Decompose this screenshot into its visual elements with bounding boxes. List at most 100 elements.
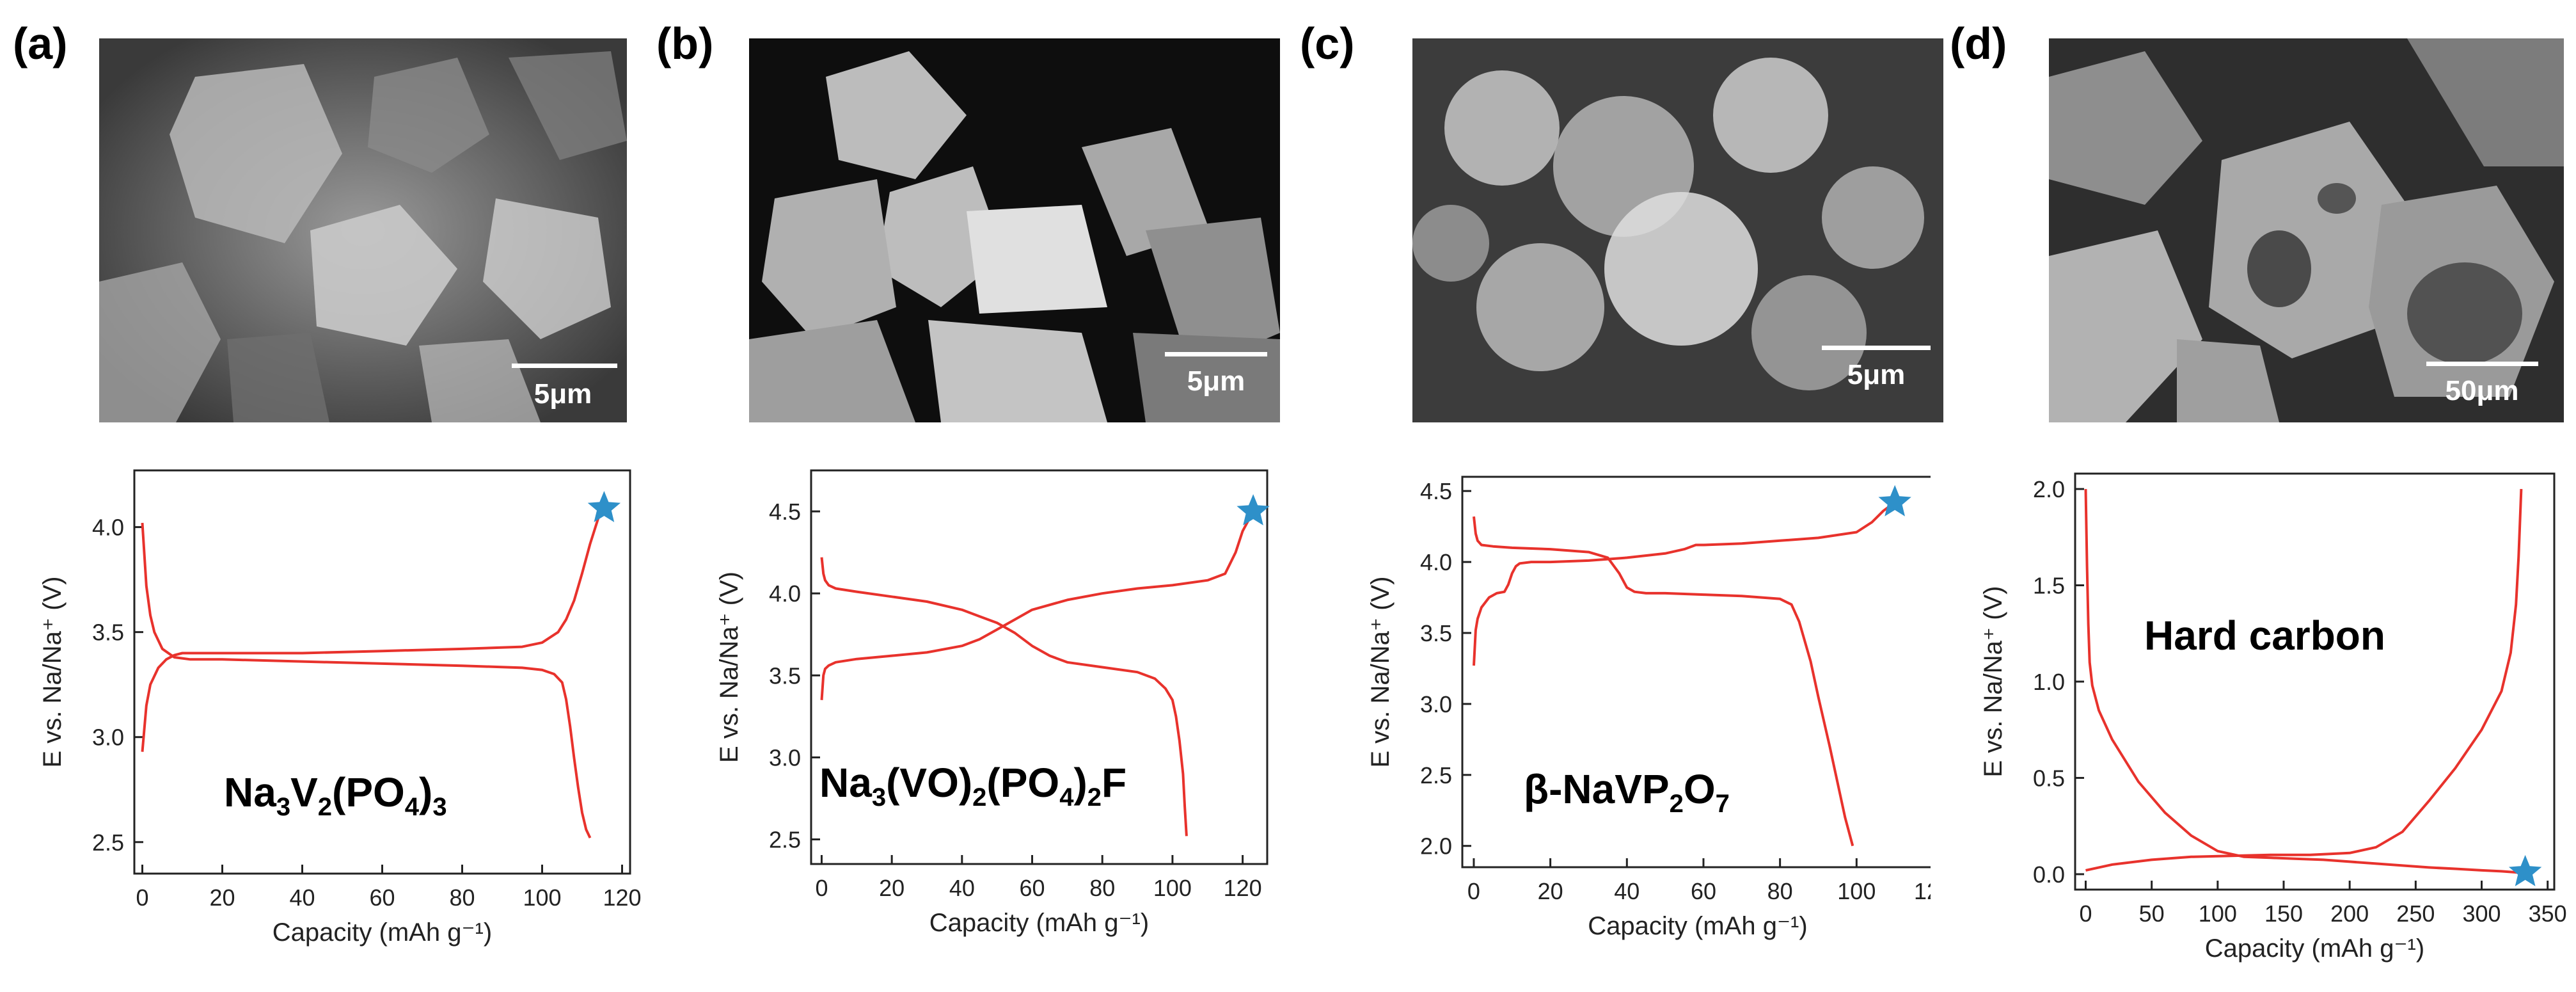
x-tick-label: 0 (136, 884, 148, 911)
x-tick-label: 20 (879, 875, 905, 901)
sem-image-a: 5μm (99, 38, 627, 422)
panel-a: (a) 5μm 0 20 40 60 80 100 120 2.5 3.0 3.5 4.0 Capac… (0, 0, 644, 992)
x-tick-label: 300 (2462, 900, 2501, 927)
y-tick-label: 1.5 (2033, 573, 2065, 599)
x-tick-label: 80 (1767, 878, 1793, 904)
x-tick-label: 200 (2330, 900, 2369, 927)
y-axis-label: E vs. Na/Na⁺ (V) (1979, 586, 2007, 778)
plot-frame (2074, 472, 2556, 891)
scale-bar-label: 5μm (1847, 359, 1906, 390)
sem-image-d: 50μm (2049, 38, 2564, 422)
scale-bar-label: 5μm (1187, 365, 1245, 397)
scale-bar (1822, 346, 1931, 350)
scale-bar-label: 5μm (534, 378, 592, 410)
series-line-1 (2084, 489, 2523, 875)
star-marker (1878, 484, 1911, 516)
y-axis-label: E vs. Na/Na⁺ (V) (715, 572, 743, 763)
y-tick-label: 2.5 (92, 829, 124, 856)
plot-frame (810, 469, 1268, 865)
x-tick-label: 60 (1691, 878, 1716, 904)
y-tick-label: 0.5 (2033, 765, 2065, 791)
x-tick-label: 100 (523, 884, 561, 911)
chart-c: 0 20 40 60 80 100 120 2.0 2.5 3.0 3.5 4.0 4.5 Capacit… (1366, 476, 1931, 940)
x-axis-label: Capacity (mAh g⁻¹) (2205, 934, 2424, 963)
y-tick-label: 3.5 (769, 662, 801, 689)
x-tick-label: 50 (2139, 900, 2165, 927)
scale-bar (2426, 362, 2538, 366)
x-tick-label: 120 (1224, 875, 1262, 901)
y-tick-label: 3.5 (92, 620, 124, 646)
star-marker (587, 491, 621, 522)
y-tick-label: 1.0 (2033, 669, 2065, 695)
y-tick-label: 0.0 (2033, 861, 2065, 888)
y-tick-label: 4.0 (1420, 549, 1452, 575)
x-tick-label: 0 (2079, 900, 2092, 927)
y-tick-label: 4.0 (92, 515, 124, 541)
x-tick-label: 120 (603, 884, 641, 911)
compound-annotation: Na3V2(PO4)3 (224, 769, 447, 821)
series-line-2 (1473, 516, 1854, 847)
compound-annotation: Na3(VO)2(PO4)2F (819, 760, 1126, 812)
y-tick-label: 2.0 (2033, 476, 2065, 502)
x-tick-label: 80 (449, 884, 475, 911)
x-tick-label: 40 (289, 884, 315, 911)
x-axis-label: Capacity (mAh g⁻¹) (273, 918, 492, 947)
series-line-2 (820, 557, 1188, 836)
series-line-1 (1473, 501, 1896, 666)
panel-c: (c) 5μm 0 20 40 60 80 100 120 2.0 2.5 3.0 3.5 4.0 4.… (1287, 0, 1943, 992)
panel-label: (c) (1300, 19, 1355, 68)
y-axis-label: E vs. Na/Na⁺ (V) (1366, 577, 1395, 768)
chart-b: 0 20 40 60 80 100 120 2.5 3.0 3.5 4.0 4.5 Capacity (… (715, 469, 1270, 937)
x-tick-label: 80 (1089, 875, 1115, 901)
chart-d: 0 50 100 150 200 250 300 350 0.0 0.5 1.0 1.5 2.0 Capa… (1979, 472, 2567, 963)
y-tick-label: 2.0 (1420, 833, 1452, 860)
x-tick-label: 0 (1467, 878, 1480, 904)
y-tick-label: 4.5 (1420, 478, 1452, 504)
panel-b: (b) 5μm 0 20 40 60 80 100 120 2.5 3.0 3.5 4.0 4.5 Ca… (644, 0, 1287, 992)
sem-image-c: 5μm (1412, 38, 1943, 422)
x-tick-label: 60 (369, 884, 395, 911)
scale-bar (512, 364, 617, 368)
panel-label: (a) (13, 19, 68, 68)
series-line-1 (141, 508, 606, 752)
x-tick-label: 40 (1614, 878, 1640, 904)
plot-frame (1461, 476, 1931, 868)
series-line-2 (2085, 489, 2523, 872)
scale-bar (1165, 352, 1267, 356)
x-axis-label: Capacity (mAh g⁻¹) (929, 909, 1149, 937)
compound-annotation: Hard carbon (2144, 612, 2385, 659)
y-tick-label: 3.0 (92, 724, 124, 751)
x-tick-label: 100 (1153, 875, 1192, 901)
star-marker (1237, 494, 1270, 525)
x-tick-label: 120 (1914, 878, 1931, 904)
panel-d: (d) 50μm 0 50 100 150 200 250 300 350 0.0 0.5 1.0 1… (1931, 0, 2574, 992)
y-axis-label: E vs. Na/Na⁺ (V) (38, 577, 67, 768)
panel-label: (d) (1950, 19, 2007, 68)
y-tick-label: 3.0 (1420, 691, 1452, 717)
x-tick-label: 40 (949, 875, 975, 901)
y-tick-label: 3.0 (769, 744, 801, 771)
panel-label: (b) (656, 19, 714, 68)
y-tick-label: 4.5 (769, 499, 801, 525)
x-tick-label: 250 (2396, 900, 2435, 927)
x-tick-label: 20 (1538, 878, 1563, 904)
y-tick-label: 3.5 (1420, 620, 1452, 646)
chart-a: 0 20 40 60 80 100 120 2.5 3.0 3.5 4.0 Capacity (mAh… (38, 469, 642, 947)
star-marker (2508, 854, 2542, 886)
x-tick-label: 20 (209, 884, 235, 911)
x-tick-label: 60 (1020, 875, 1045, 901)
x-tick-label: 100 (2199, 900, 2237, 927)
series-line-1 (820, 511, 1254, 700)
x-tick-label: 350 (2529, 900, 2567, 927)
scale-bar-label: 50μm (2446, 375, 2519, 406)
x-tick-label: 100 (1837, 878, 1876, 904)
series-line-2 (141, 522, 592, 839)
x-tick-label: 0 (815, 875, 828, 901)
compound-annotation: β-NaVP2O7 (1524, 766, 1730, 818)
sem-image-b: 5μm (749, 38, 1280, 422)
y-tick-label: 4.0 (769, 580, 801, 607)
x-axis-label: Capacity (mAh g⁻¹) (1588, 912, 1807, 940)
y-tick-label: 2.5 (1420, 762, 1452, 788)
x-tick-label: 150 (2264, 900, 2303, 927)
y-tick-label: 2.5 (769, 827, 801, 853)
